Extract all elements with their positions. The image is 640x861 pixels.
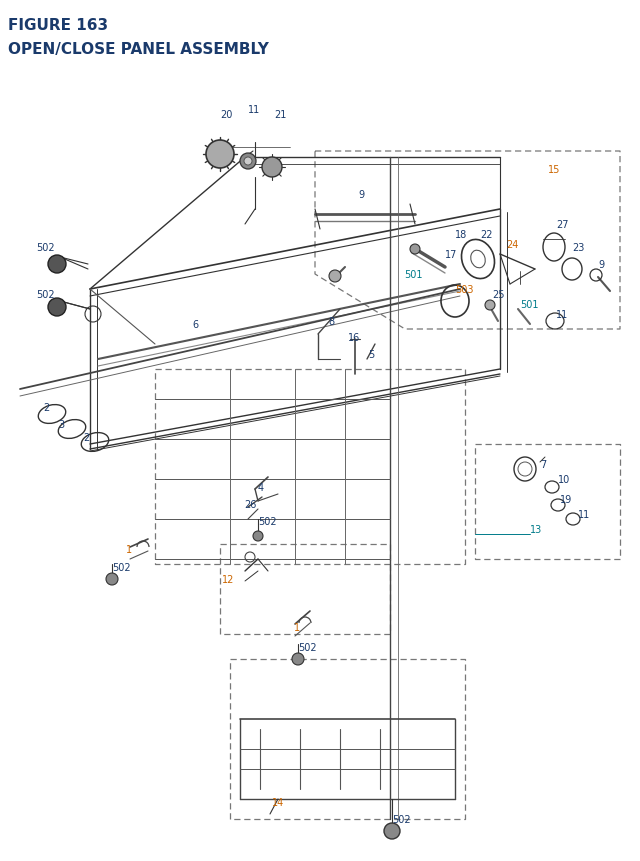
Text: 15: 15 <box>548 164 561 175</box>
Circle shape <box>106 573 118 585</box>
Text: 7: 7 <box>540 460 547 469</box>
Text: 22: 22 <box>480 230 493 239</box>
Circle shape <box>262 158 282 177</box>
Circle shape <box>485 300 495 311</box>
Text: 501: 501 <box>404 269 422 280</box>
Circle shape <box>244 158 252 166</box>
Text: 502: 502 <box>112 562 131 573</box>
Text: 11: 11 <box>556 310 568 319</box>
Circle shape <box>240 154 256 170</box>
Text: 10: 10 <box>558 474 570 485</box>
Text: 1: 1 <box>126 544 132 554</box>
Text: 16: 16 <box>348 332 360 343</box>
Text: 503: 503 <box>455 285 474 294</box>
Text: 2: 2 <box>43 403 49 412</box>
Circle shape <box>410 245 420 255</box>
Text: 26: 26 <box>244 499 257 510</box>
Text: 25: 25 <box>492 289 504 300</box>
Text: 502: 502 <box>392 814 411 824</box>
Text: 20: 20 <box>220 110 232 120</box>
Circle shape <box>206 141 234 169</box>
Text: 1: 1 <box>294 623 300 632</box>
Text: 502: 502 <box>258 517 276 526</box>
Text: 11: 11 <box>248 105 260 115</box>
Text: 24: 24 <box>506 239 518 250</box>
Circle shape <box>48 299 66 317</box>
Circle shape <box>48 256 66 274</box>
Circle shape <box>384 823 400 839</box>
Text: 2: 2 <box>83 432 89 443</box>
Text: 18: 18 <box>455 230 467 239</box>
Text: 11: 11 <box>578 510 590 519</box>
Text: 17: 17 <box>445 250 458 260</box>
Text: 13: 13 <box>530 524 542 535</box>
Circle shape <box>329 270 341 282</box>
Text: 501: 501 <box>520 300 538 310</box>
Text: 8: 8 <box>328 317 334 326</box>
Text: 21: 21 <box>274 110 286 120</box>
Text: 502: 502 <box>36 243 54 253</box>
Text: 12: 12 <box>222 574 234 585</box>
Text: OPEN/CLOSE PANEL ASSEMBLY: OPEN/CLOSE PANEL ASSEMBLY <box>8 42 269 57</box>
Text: 3: 3 <box>58 419 64 430</box>
Text: 502: 502 <box>36 289 54 300</box>
Text: 9: 9 <box>598 260 604 269</box>
Text: 27: 27 <box>556 220 568 230</box>
Circle shape <box>253 531 263 542</box>
Text: 6: 6 <box>192 319 198 330</box>
Text: 14: 14 <box>272 797 284 807</box>
Text: FIGURE 163: FIGURE 163 <box>8 18 108 33</box>
Text: 23: 23 <box>572 243 584 253</box>
Text: 4: 4 <box>258 482 264 492</box>
Text: 502: 502 <box>298 642 317 653</box>
Text: 19: 19 <box>560 494 572 505</box>
Text: 5: 5 <box>368 350 374 360</box>
Circle shape <box>292 653 304 666</box>
Text: 9: 9 <box>358 189 364 200</box>
